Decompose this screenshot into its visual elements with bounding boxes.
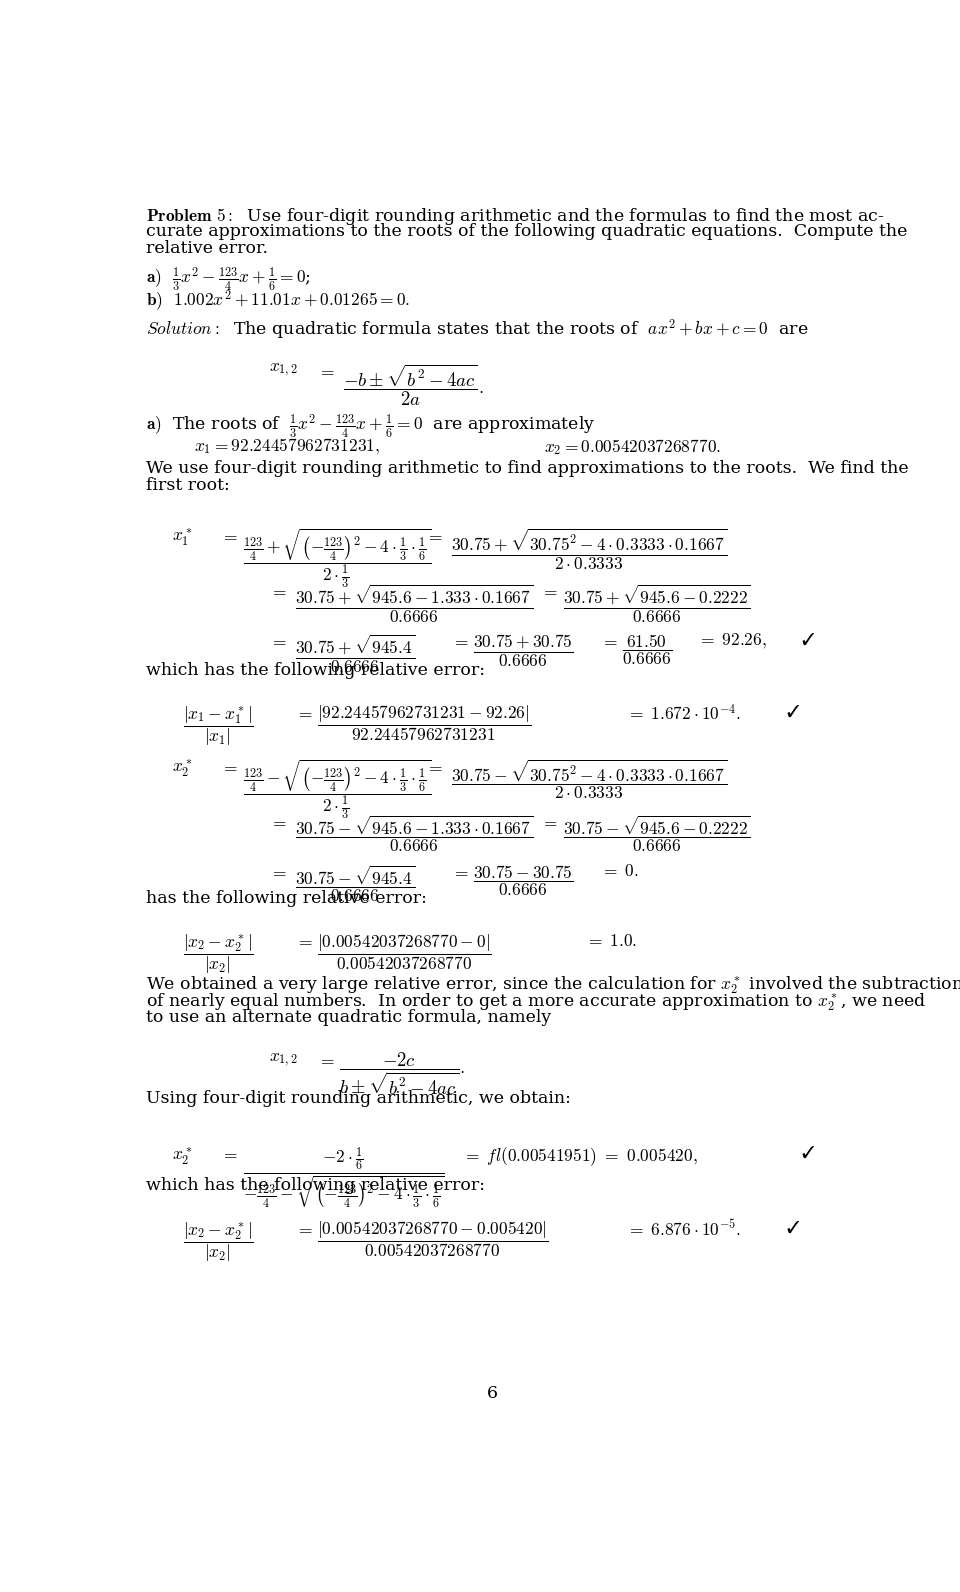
Text: curate approximations to the roots of the following quadratic equations.  Comput: curate approximations to the roots of th… <box>146 223 907 240</box>
Text: to use an alternate quadratic formula, namely: to use an alternate quadratic formula, n… <box>146 1009 551 1025</box>
Text: $= \ 1.0.$: $= \ 1.0.$ <box>585 933 637 949</box>
Text: $=$: $=$ <box>269 814 286 829</box>
Text: $=$: $=$ <box>425 758 443 775</box>
Text: $=$: $=$ <box>221 1145 238 1162</box>
Text: $=$: $=$ <box>269 863 286 880</box>
Text: $x_2 = 0.00542037268770.$: $x_2 = 0.00542037268770.$ <box>544 436 721 457</box>
Text: $=$: $=$ <box>600 632 617 650</box>
Text: $\checkmark$: $\checkmark$ <box>801 632 815 650</box>
Text: $\dfrac{\frac{123}{4} + \sqrt{\left(-\frac{123}{4}\right)^2 - 4 \cdot \frac{1}{3: $\dfrac{\frac{123}{4} + \sqrt{\left(-\fr… <box>243 527 431 591</box>
Text: $= \ 1.672 \cdot 10^{-4}.$: $= \ 1.672 \cdot 10^{-4}.$ <box>626 704 741 724</box>
Text: first root:: first root: <box>146 476 229 494</box>
Text: $\mathbf{Problem\ 5:}$  Use four-digit rounding arithmetic and the formulas to f: $\mathbf{Problem\ 5:}$ Use four-digit ro… <box>146 207 884 228</box>
Text: $x_1^*$: $x_1^*$ <box>172 527 193 548</box>
Text: $=$: $=$ <box>269 632 286 650</box>
Text: $\dfrac{30.75 - \sqrt{945.6 - 0.2222}}{0.6666}$: $\dfrac{30.75 - \sqrt{945.6 - 0.2222}}{0… <box>563 814 751 853</box>
Text: $=$: $=$ <box>317 361 335 379</box>
Text: $\dfrac{30.75 + \sqrt{945.6 - 1.333 \cdot 0.1667}}{0.6666}$: $\dfrac{30.75 + \sqrt{945.6 - 1.333 \cdo… <box>295 583 533 624</box>
Text: $\checkmark$: $\checkmark$ <box>801 1145 815 1162</box>
Text: $=$: $=$ <box>451 632 468 650</box>
Text: $x_{1,2}$: $x_{1,2}$ <box>269 1051 298 1068</box>
Text: $=$: $=$ <box>540 583 558 599</box>
Text: $\dfrac{|0.00542037268770 - 0.005420|}{0.00542037268770}$: $\dfrac{|0.00542037268770 - 0.005420|}{0… <box>317 1219 549 1259</box>
Text: $\dfrac{30.75 - \sqrt{945.6 - 1.333 \cdot 0.1667}}{0.6666}$: $\dfrac{30.75 - \sqrt{945.6 - 1.333 \cdo… <box>295 814 533 853</box>
Text: We obtained a very large relative error, since the calculation for $x_2^*$ invol: We obtained a very large relative error,… <box>146 974 960 997</box>
Text: $\dfrac{|0.00542037268770 - 0|}{0.00542037268770}$: $\dfrac{|0.00542037268770 - 0|}{0.005420… <box>317 933 492 973</box>
Text: $x_2^*$: $x_2^*$ <box>172 1145 193 1167</box>
Text: $=$: $=$ <box>317 1051 335 1068</box>
Text: $=$: $=$ <box>295 1219 312 1237</box>
Text: $= \ 0.$: $= \ 0.$ <box>600 863 638 880</box>
Text: $\dfrac{|x_2 - x_2^*|}{|x_2|}$: $\dfrac{|x_2 - x_2^*|}{|x_2|}$ <box>183 933 254 976</box>
Text: $=$: $=$ <box>451 863 468 880</box>
Text: We use four-digit rounding arithmetic to find approximations to the roots.  We f: We use four-digit rounding arithmetic to… <box>146 460 909 476</box>
Text: $\dfrac{30.75 + \sqrt{945.4}}{0.6666}$: $\dfrac{30.75 + \sqrt{945.4}}{0.6666}$ <box>295 632 415 675</box>
Text: $=$: $=$ <box>269 583 286 599</box>
Text: $\dfrac{-b \pm \sqrt{b^2 - 4ac}}{2a}.$: $\dfrac{-b \pm \sqrt{b^2 - 4ac}}{2a}.$ <box>344 361 484 408</box>
Text: $\dfrac{30.75 + \sqrt{30.75^2 - 4 \cdot 0.3333 \cdot 0.1667}}{2 \cdot 0.3333}$: $\dfrac{30.75 + \sqrt{30.75^2 - 4 \cdot … <box>451 527 728 572</box>
Text: $\dfrac{30.75 - 30.75}{0.6666}$: $\dfrac{30.75 - 30.75}{0.6666}$ <box>473 863 574 898</box>
Text: $\mathbf{a)}$  The roots of  $\frac{1}{3}x^2 - \frac{123}{4}x + \frac{1}{6} = 0$: $\mathbf{a)}$ The roots of $\frac{1}{3}x… <box>146 412 595 439</box>
Text: $\dfrac{-2c}{b \pm \sqrt{b^2 - 4ac}}.$: $\dfrac{-2c}{b \pm \sqrt{b^2 - 4ac}}.$ <box>340 1051 466 1097</box>
Text: $=$: $=$ <box>425 527 443 544</box>
Text: $\dfrac{30.75 + \sqrt{945.6 - 0.2222}}{0.6666}$: $\dfrac{30.75 + \sqrt{945.6 - 0.2222}}{0… <box>563 583 751 624</box>
Text: $\dfrac{30.75 + 30.75}{0.6666}$: $\dfrac{30.75 + 30.75}{0.6666}$ <box>473 632 574 669</box>
Text: $\dfrac{|92.24457962731231 - 92.26|}{92.24457962731231}$: $\dfrac{|92.24457962731231 - 92.26|}{92.… <box>317 704 532 743</box>
Text: $= \ 6.876 \cdot 10^{-5}.$: $= \ 6.876 \cdot 10^{-5}.$ <box>626 1219 741 1240</box>
Text: $=$: $=$ <box>295 704 312 721</box>
Text: $\mathbf{a)}$  $\frac{1}{3}x^2 - \frac{123}{4}x + \frac{1}{6} = 0$;: $\mathbf{a)}$ $\frac{1}{3}x^2 - \frac{12… <box>146 264 311 293</box>
Text: $=$: $=$ <box>221 758 238 775</box>
Text: $\checkmark$: $\checkmark$ <box>786 1219 800 1237</box>
Text: which has the following relative error:: which has the following relative error: <box>146 1178 485 1194</box>
Text: $\dfrac{30.75 - \sqrt{945.4}}{0.6666}$: $\dfrac{30.75 - \sqrt{945.4}}{0.6666}$ <box>295 863 415 904</box>
Text: $\mathit{Solution:}$  The quadratic formula states that the roots of  $ax^2 + bx: $\mathit{Solution:}$ The quadratic formu… <box>146 317 808 342</box>
Text: $x_1 = 92.24457962731231,$: $x_1 = 92.24457962731231,$ <box>194 436 380 457</box>
Text: 6: 6 <box>487 1385 497 1403</box>
Text: which has the following relative error:: which has the following relative error: <box>146 662 485 678</box>
Text: Using four-digit rounding arithmetic, we obtain:: Using four-digit rounding arithmetic, we… <box>146 1089 571 1106</box>
Text: $=$: $=$ <box>540 814 558 829</box>
Text: $\dfrac{\frac{123}{4} - \sqrt{\left(-\frac{123}{4}\right)^2 - 4 \cdot \frac{1}{3: $\dfrac{\frac{123}{4} - \sqrt{\left(-\fr… <box>243 758 431 821</box>
Text: $\dfrac{61.50}{0.6666}$: $\dfrac{61.50}{0.6666}$ <box>622 632 672 667</box>
Text: $\dfrac{-2 \cdot \frac{1}{6}}{-\frac{123}{4} - \sqrt{\left(-\frac{123}{4}\right): $\dfrac{-2 \cdot \frac{1}{6}}{-\frac{123… <box>243 1145 444 1210</box>
Text: $=$: $=$ <box>221 527 238 544</box>
Text: $\dfrac{|x_2 - x_2^*|}{|x_2|}$: $\dfrac{|x_2 - x_2^*|}{|x_2|}$ <box>183 1219 254 1264</box>
Text: $\checkmark$: $\checkmark$ <box>786 704 800 721</box>
Text: $x_2^*$: $x_2^*$ <box>172 758 193 778</box>
Text: $x_{1,2}$: $x_{1,2}$ <box>269 361 298 379</box>
Text: $=$: $=$ <box>295 933 312 949</box>
Text: $\dfrac{30.75 - \sqrt{30.75^2 - 4 \cdot 0.3333 \cdot 0.1667}}{2 \cdot 0.3333}$: $\dfrac{30.75 - \sqrt{30.75^2 - 4 \cdot … <box>451 758 728 801</box>
Text: has the following relative error:: has the following relative error: <box>146 890 427 907</box>
Text: $= \ fl(0.00541951) \ = \ 0.005420,$: $= \ fl(0.00541951) \ = \ 0.005420,$ <box>463 1145 698 1169</box>
Text: $\dfrac{|x_1 - x_1^*|}{|x_1|}$: $\dfrac{|x_1 - x_1^*|}{|x_1|}$ <box>183 704 254 748</box>
Text: $\mathbf{b)}$  $1.002x^2 + 11.01x + 0.01265 = 0.$: $\mathbf{b)}$ $1.002x^2 + 11.01x + 0.012… <box>146 288 410 314</box>
Text: of nearly equal numbers.  In order to get a more accurate approximation to $x_2^: of nearly equal numbers. In order to get… <box>146 992 926 1013</box>
Text: relative error.: relative error. <box>146 240 268 258</box>
Text: $= \ 92.26,$: $= \ 92.26,$ <box>697 632 766 651</box>
